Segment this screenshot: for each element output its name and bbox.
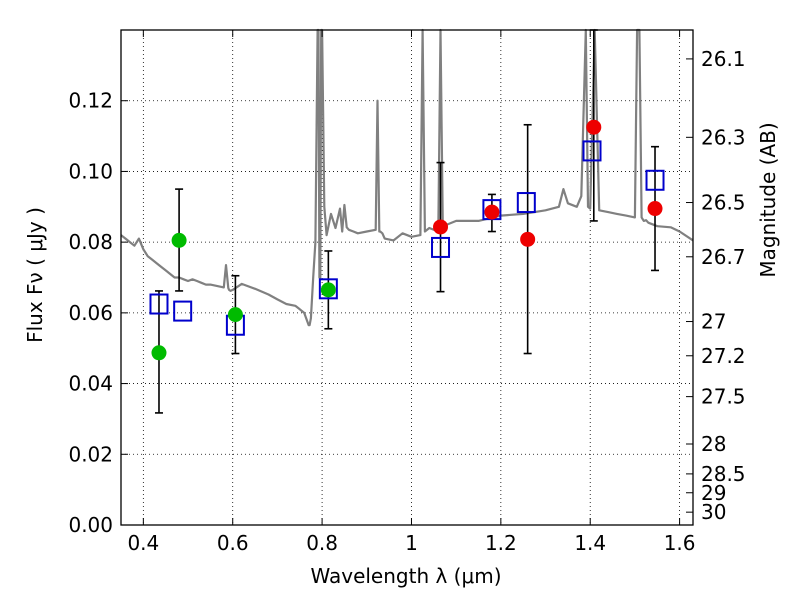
y2-axis-label: Magnitude (AB) <box>756 122 780 277</box>
magnitude-tick-label: 26.3 <box>701 125 746 149</box>
magnitude-tick-label: 27.2 <box>701 344 746 368</box>
y-tick-labels: 0.00 0.02 0.04 0.06 0.08 0.10 0.12 <box>68 89 113 537</box>
y-tick-label: 0.10 <box>68 159 113 183</box>
x-tick-label: 1.4 <box>574 531 606 555</box>
x-tick-label: 1 <box>405 531 418 555</box>
data-points <box>149 119 665 361</box>
template-spectrum-line <box>120 28 694 327</box>
observed-green-point <box>320 282 336 298</box>
magnitude-tick-label: 28.5 <box>701 462 746 486</box>
magnitude-tick-label: 26.7 <box>701 245 746 269</box>
model-blue-square <box>318 278 338 300</box>
x-tick-label: 1.2 <box>485 531 517 555</box>
model-blue-square <box>149 293 169 315</box>
y-tick-label: 0.00 <box>68 513 113 537</box>
x-tick-label: 1.6 <box>664 531 696 555</box>
y-axis-label: Flux Fν ( μJy ) <box>23 207 47 343</box>
model-blue-square <box>173 300 193 322</box>
x-tick-labels: 0.4 0.6 0.8 1 1.2 1.4 1.6 <box>127 531 695 555</box>
observed-red-point <box>484 204 500 220</box>
observed-red-point <box>433 219 449 235</box>
x-tick-label: 0.8 <box>306 531 338 555</box>
observed-red-point <box>586 119 602 135</box>
model-blue-square <box>516 192 536 214</box>
grid-lines <box>121 30 693 526</box>
magnitude-tick-label: 26.1 <box>701 47 746 71</box>
y-tick-label: 0.04 <box>68 372 113 396</box>
observed-green-point <box>171 232 187 248</box>
y-tick-label: 0.08 <box>68 230 113 254</box>
x-tick-label: 0.4 <box>127 531 159 555</box>
observed-red-point <box>520 231 536 247</box>
model-blue-square <box>582 140 602 162</box>
magnitude-tick-label: 26.5 <box>701 191 746 215</box>
y-tick-label: 0.02 <box>68 442 113 466</box>
model-blue-square <box>645 169 665 191</box>
plot-frame <box>120 29 694 526</box>
magnitude-tick-label: 27.5 <box>701 385 746 409</box>
observed-red-point <box>647 201 663 217</box>
y-tick-label: 0.12 <box>68 89 113 113</box>
x-axis-label: Wavelength λ (μm) <box>310 564 501 588</box>
spectrum-layer <box>120 28 694 327</box>
magnitude-tick-label: 29 <box>701 481 726 505</box>
y-tick-label: 0.06 <box>68 301 113 325</box>
magnitude-tick-label: 27 <box>701 310 726 334</box>
magnitude-tick-label: 28 <box>701 432 726 456</box>
x-tick-label: 0.6 <box>217 531 249 555</box>
axis-ticks <box>121 30 693 526</box>
observed-green-point <box>227 307 243 323</box>
model-blue-square <box>431 236 451 258</box>
observed-green-point <box>151 345 167 361</box>
magnitude-tick-label: 30 <box>701 500 726 524</box>
